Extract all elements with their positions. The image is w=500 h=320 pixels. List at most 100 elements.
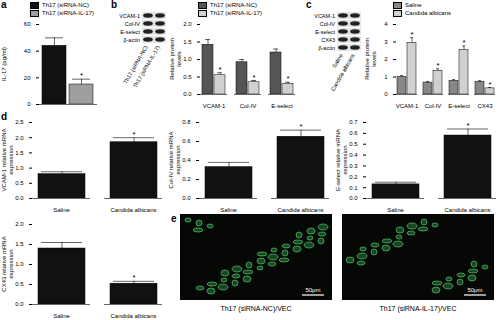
svg-text:*: * — [410, 30, 413, 39]
svg-text:2.5: 2.5 — [15, 119, 24, 125]
html-text:Candida albicans: Candida albicans — [405, 10, 451, 17]
svg-text:2.0: 2.0 — [15, 221, 24, 227]
svg-text:*: * — [132, 273, 135, 282]
svg-text:0.1: 0.1 — [349, 185, 358, 191]
svg-text:1.0: 1.0 — [183, 56, 192, 62]
html-text:e: e — [171, 213, 177, 224]
svg-text:0.6: 0.6 — [349, 130, 358, 136]
svg-text:0.0: 0.0 — [15, 195, 24, 201]
svg-text:0.5: 0.5 — [15, 180, 24, 186]
svg-text:Th17 (siRNA-NC)/VEC: Th17 (siRNA-NC)/VEC — [220, 305, 291, 313]
svg-text:E-select: E-select — [271, 103, 293, 109]
svg-text:VCAM-1: VCAM-1 — [396, 103, 419, 109]
svg-text:CX43 relative mRNAexpression: CX43 relative mRNAexpression — [1, 236, 14, 291]
svg-text:Th17 (siRNA-NC): Th17 (siRNA-NC) — [122, 44, 149, 85]
svg-text:1: 1 — [384, 74, 388, 80]
svg-text:0.0: 0.0 — [349, 195, 358, 201]
svg-text:IL-17 (pg/ml): IL-17 (pg/ml) — [1, 47, 7, 81]
svg-text:*: * — [252, 73, 255, 82]
svg-text:Col-IV: Col-IV — [320, 21, 336, 27]
svg-text:*: * — [462, 38, 465, 47]
svg-text:0.2: 0.2 — [349, 174, 358, 180]
svg-text:VCAM-1: VCAM-1 — [119, 13, 140, 19]
svg-text:60: 60 — [24, 21, 31, 27]
svg-text:*: * — [488, 80, 491, 89]
svg-text:β-actin: β-actin — [123, 37, 140, 43]
svg-text:E-select: E-select — [315, 29, 335, 35]
svg-text:0.2: 0.2 — [182, 176, 191, 182]
svg-text:*: * — [466, 121, 469, 130]
svg-text:*: * — [218, 65, 221, 74]
svg-text:Candida albicans: Candida albicans — [110, 207, 156, 213]
svg-text:VCAM-1: VCAM-1 — [203, 103, 226, 109]
svg-text:0.5: 0.5 — [349, 141, 358, 147]
svg-text:Col-IV: Col-IV — [425, 103, 442, 109]
svg-text:*: * — [132, 130, 135, 139]
svg-text:CX43: CX43 — [321, 37, 335, 43]
svg-text:Candida albicans: Candida albicans — [444, 207, 490, 213]
svg-text:Th17 (siRNA-IL-17)/VEC: Th17 (siRNA-IL-17)/VEC — [379, 305, 456, 313]
svg-text:2.0: 2.0 — [15, 135, 24, 141]
svg-text:Saline: Saline — [220, 207, 237, 213]
svg-text:0.4: 0.4 — [182, 157, 191, 163]
svg-text:Relative proteinlevels: Relative proteinlevels — [364, 38, 377, 80]
html-text:a: a — [1, 0, 7, 10]
svg-text:0.7: 0.7 — [349, 119, 358, 125]
html-text:d: d — [1, 111, 8, 122]
svg-text:Candida albicans: Candida albicans — [110, 313, 156, 319]
html-text:Th17 (siRNA-NC): Th17 (siRNA-NC) — [42, 2, 89, 9]
svg-text:1.5: 1.5 — [15, 150, 24, 156]
svg-text:4: 4 — [384, 21, 388, 27]
svg-text:50μm: 50μm — [305, 287, 320, 293]
svg-text:0: 0 — [27, 101, 31, 107]
svg-text:2: 2 — [384, 56, 388, 62]
svg-text:0: 0 — [384, 91, 388, 97]
svg-text:E-select: E-select — [448, 103, 470, 109]
svg-text:Col-IV: Col-IV — [125, 21, 141, 27]
svg-text:1.5: 1.5 — [183, 39, 192, 45]
svg-text:E-select: E-select — [120, 29, 140, 35]
svg-text:0.5: 0.5 — [183, 74, 192, 80]
svg-text:Saline: Saline — [331, 52, 344, 69]
svg-text:VCAM-1: VCAM-1 — [314, 13, 335, 19]
svg-text:0.4: 0.4 — [349, 152, 358, 158]
svg-text:0.0: 0.0 — [182, 195, 191, 201]
svg-text:0.0: 0.0 — [183, 91, 192, 97]
svg-text:50μm: 50μm — [467, 287, 482, 293]
html-text:c: c — [306, 0, 312, 10]
html-text:Th17 (siRNA-IL-17): Th17 (siRNA-IL-17) — [42, 10, 94, 17]
svg-text:β-actin: β-actin — [318, 45, 335, 51]
svg-text:0.0: 0.0 — [15, 301, 24, 307]
svg-text:CX43: CX43 — [477, 103, 493, 109]
svg-text:Saline: Saline — [53, 207, 70, 213]
svg-text:0.5: 0.5 — [15, 281, 24, 287]
svg-text:Th17 (siRNA-IL-17): Th17 (siRNA-IL-17) — [132, 44, 161, 88]
svg-text:40: 40 — [24, 48, 31, 54]
svg-text:1.0: 1.0 — [15, 165, 24, 171]
html-text:b: b — [111, 0, 118, 10]
html-text:Th17 (siRNA-NC): Th17 (siRNA-NC) — [210, 2, 257, 9]
svg-text:Saline: Saline — [387, 207, 404, 213]
svg-text:VCAM-1 relative mRNAexpression: VCAM-1 relative mRNAexpression — [1, 128, 14, 191]
svg-text:0.3: 0.3 — [349, 163, 358, 169]
html-text:Saline: Saline — [405, 2, 422, 9]
svg-text:1.0: 1.0 — [15, 261, 24, 267]
svg-text:2.0: 2.0 — [183, 21, 192, 27]
svg-text:0.6: 0.6 — [182, 138, 191, 144]
svg-text:Col-IV: Col-IV — [240, 103, 257, 109]
svg-text:1.5: 1.5 — [15, 241, 24, 247]
svg-text:Candida albicans: Candida albicans — [277, 207, 323, 213]
svg-text:3: 3 — [384, 39, 388, 45]
svg-text:Relative proteinlevels: Relative proteinlevels — [169, 38, 182, 80]
svg-text:*: * — [286, 74, 289, 83]
svg-text:Saline: Saline — [53, 313, 70, 319]
svg-text:*: * — [436, 61, 439, 70]
svg-text:*: * — [80, 71, 83, 80]
svg-text:Candida albicans: Candida albicans — [330, 52, 356, 92]
svg-text:20: 20 — [24, 75, 31, 81]
svg-text:Col-IV relative mRNAexpression: Col-IV relative mRNAexpression — [168, 131, 181, 188]
html-text:Th17 (siRNA-IL-17): Th17 (siRNA-IL-17) — [210, 10, 262, 17]
svg-text:E-select relative mRNAexpressi: E-select relative mRNAexpression — [335, 129, 348, 191]
svg-text:*: * — [299, 122, 302, 131]
svg-text:0.8: 0.8 — [182, 119, 191, 125]
